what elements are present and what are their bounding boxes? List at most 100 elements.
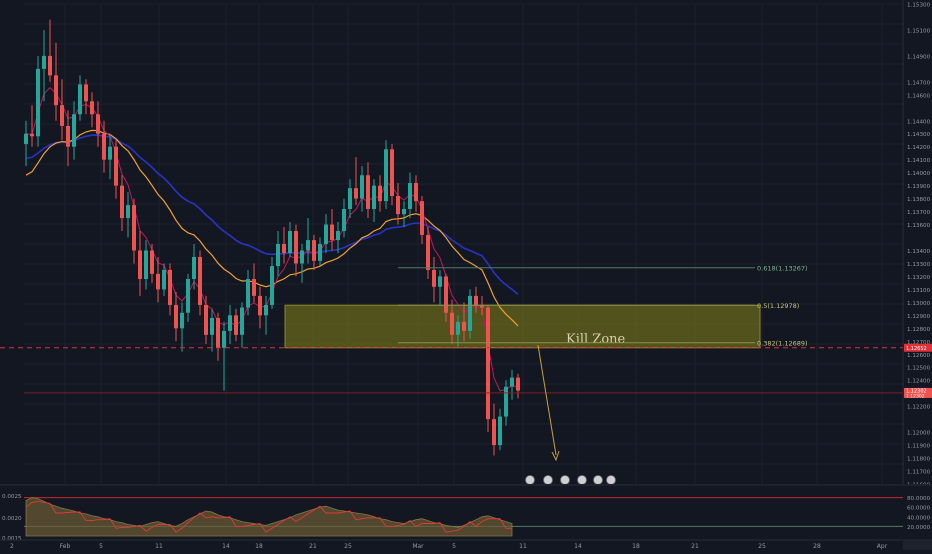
candle-body	[318, 244, 322, 261]
settings-corner[interactable]	[903, 541, 932, 550]
candle-body	[162, 269, 166, 290]
projection-arrow-line[interactable]	[537, 344, 557, 456]
time-tick-label: 18	[255, 543, 263, 550]
candle-body	[366, 175, 370, 209]
candle-body	[324, 224, 328, 244]
price-tick-label: 1.13100	[907, 288, 931, 294]
fib-level-label: 0.382(1.12689)	[757, 340, 808, 348]
candle-body	[36, 68, 40, 137]
candle-body	[510, 377, 514, 387]
time-axis-bg	[0, 540, 932, 550]
price-tick-label: 1.13400	[907, 249, 931, 255]
candle-body	[504, 386, 508, 417]
candle-body	[390, 149, 394, 196]
candle-body	[258, 295, 262, 316]
price-tick-label: 1.12900	[907, 314, 931, 320]
candle-body	[246, 279, 250, 308]
candle-body	[372, 185, 376, 209]
price-tick-label: 1.13600	[907, 223, 931, 229]
candle-body	[66, 125, 70, 147]
osc-left-tick: 0.0015	[2, 536, 22, 542]
candle-body	[462, 321, 466, 331]
osc-left-tick: 0.0020	[2, 516, 22, 522]
candle-body	[330, 224, 334, 241]
event-flag-icon[interactable]	[525, 475, 535, 485]
current-price-badge[interactable]	[904, 387, 932, 398]
candle-body	[192, 256, 196, 280]
candle-body	[102, 133, 106, 160]
candle-body	[336, 231, 340, 241]
price-tick-label: 1.13300	[907, 262, 931, 268]
time-tick-label: 25	[344, 543, 352, 550]
time-tick-label: 18	[632, 543, 640, 550]
price-tick-label: 1.14900	[907, 54, 931, 60]
candle-body	[348, 188, 352, 209]
candle-body	[174, 304, 178, 329]
grid	[24, 3, 903, 536]
event-flag-icon[interactable]	[543, 475, 553, 485]
current-price-label: 1.12302	[906, 388, 927, 394]
candle-body	[60, 105, 64, 126]
candle-body	[360, 175, 364, 199]
time-tick-label: Feb	[60, 543, 71, 550]
price-tick-label: 1.12800	[907, 327, 931, 333]
price-tick-label: 1.12500	[907, 366, 931, 372]
osc-right-tick: 20.0000	[907, 525, 931, 531]
candle-body	[486, 307, 490, 420]
candle-body	[498, 416, 502, 446]
time-tick-label: 21	[691, 543, 699, 550]
event-flag-icon[interactable]	[606, 475, 616, 485]
fib-level-label: 0.618(1.13267)	[757, 265, 808, 273]
candle-body	[78, 84, 82, 115]
date-badge: 2	[10, 543, 14, 550]
candle-body	[354, 188, 358, 199]
candle-body	[114, 146, 118, 186]
oscillator-signal-line	[25, 500, 512, 533]
candle-body	[30, 133, 34, 137]
candle-body	[138, 250, 142, 280]
oscillator-pane: 0.0025 0.0020 0.0015 80.0000 60.0000 40.0000 2…	[0, 484, 932, 542]
price-tick-label: 1.14400	[907, 119, 931, 125]
price-tick-label: 1.13900	[907, 184, 931, 190]
candle-body	[450, 312, 454, 335]
candle-body	[126, 205, 130, 219]
kill-zone-box[interactable]	[284, 304, 761, 349]
event-flag-icon[interactable]	[560, 475, 570, 485]
candle-body	[216, 317, 220, 348]
time-tick-label: Apr	[877, 543, 888, 550]
candle-body	[234, 315, 238, 335]
candle-body	[288, 231, 292, 254]
price-axis[interactable]: 1.15300 1.15100 1.14900 1.14700 1.14600 1.144…	[902, 0, 932, 540]
candle-body	[456, 321, 460, 335]
candle-body	[120, 185, 124, 219]
price-tick-label: 1.14300	[907, 132, 931, 138]
candle-body	[156, 273, 160, 290]
candle-body	[444, 276, 448, 313]
time-tick-label: 21	[309, 543, 317, 550]
candle-body	[342, 208, 346, 232]
time-tick-label: 5	[452, 543, 456, 550]
candle-body	[42, 55, 46, 69]
projection-arrow-head	[551, 450, 560, 462]
event-flag-icon[interactable]	[593, 475, 603, 485]
price-tick-label: 1.14700	[907, 80, 931, 86]
price-tick-label: 1.13800	[907, 197, 931, 203]
candle-body	[168, 269, 172, 305]
candle-body	[384, 149, 388, 202]
price-tick-label: 1.15300	[907, 3, 931, 9]
price-tick-label: 1.12400	[907, 379, 931, 385]
price-tick-label: 1.14100	[907, 158, 931, 164]
time-axis[interactable]: Feb 5 11 14 18 21 25 Mar 5 11 14 18 21 25 28 Apr 2	[0, 539, 932, 550]
candle-body	[282, 244, 286, 254]
price-tick-label: 1.14200	[907, 145, 931, 151]
price-axis-bg	[903, 0, 932, 540]
price-tick-label: 1.15100	[907, 28, 931, 34]
candle-body	[414, 183, 418, 202]
price-tick-label: 1.12600	[907, 353, 931, 359]
time-tick-label: 11	[519, 543, 527, 550]
event-flag-icon[interactable]	[577, 475, 587, 485]
osc-right-tick: 80.0000	[907, 496, 931, 502]
candle-body	[492, 419, 496, 446]
